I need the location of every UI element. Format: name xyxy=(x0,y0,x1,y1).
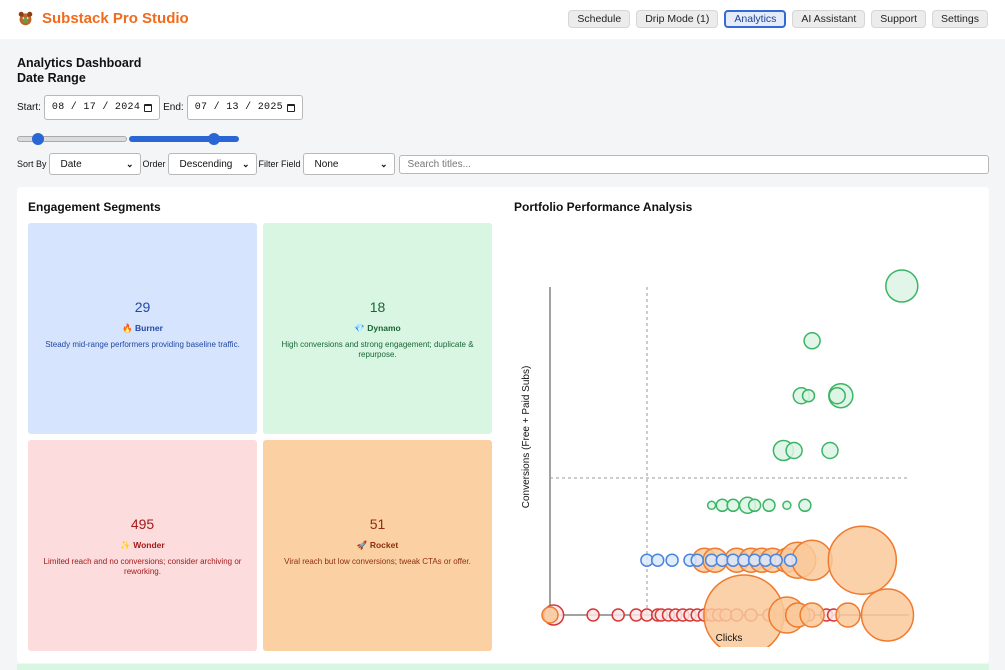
segment-name: 🚀 Rocket xyxy=(356,540,399,550)
data-point-dynamo[interactable] xyxy=(821,441,839,460)
data-point-dynamo[interactable] xyxy=(706,500,717,511)
calendar-icon[interactable] xyxy=(144,103,153,112)
end-date-input[interactable]: 07 / 13 / 2025 xyxy=(186,95,303,120)
rocket-icon: 🚀 xyxy=(356,540,368,550)
data-point-wonder[interactable] xyxy=(611,608,625,622)
slider-track-left[interactable] xyxy=(17,136,127,142)
order-value: Descending xyxy=(179,158,233,170)
mascot-icon xyxy=(18,11,33,26)
data-point-rocket[interactable] xyxy=(827,525,898,595)
chart-title: Portfolio Performance Analysis xyxy=(514,200,693,214)
data-point-dynamo[interactable] xyxy=(782,500,792,511)
data-point-rocket[interactable] xyxy=(541,606,559,624)
data-point-rocket[interactable] xyxy=(799,602,825,628)
data-point-wonder[interactable] xyxy=(586,608,600,622)
data-point-burner[interactable] xyxy=(769,553,783,567)
filter-field-label: Filter Field xyxy=(258,159,301,169)
segment-count: 18 xyxy=(369,299,386,315)
data-point-dynamo[interactable] xyxy=(828,386,846,405)
calendar-icon[interactable] xyxy=(286,103,295,112)
slider-start-handle[interactable] xyxy=(32,133,44,145)
nav-button-analytics[interactable]: Analytics xyxy=(724,10,787,28)
date-range-row: Start: 08 / 17 / 2024 End: 07 / 13 / 202… xyxy=(17,95,303,120)
top-bar: Substack Pro Studio Schedule Drip Mode (1… xyxy=(0,0,1005,39)
data-point-burner[interactable] xyxy=(783,553,798,567)
segment-name: 🔥 Burner xyxy=(122,323,163,333)
data-point-burner[interactable] xyxy=(665,553,679,567)
date-range-slider[interactable] xyxy=(17,133,241,145)
nav-button-schedule[interactable]: Schedule xyxy=(568,10,631,28)
sort-by-label: Sort By xyxy=(17,159,47,169)
search-input[interactable]: Search titles... xyxy=(398,154,989,174)
y-axis-label: Conversions (Free + Paid Subs) xyxy=(521,366,532,509)
end-date-value: 07 / 13 / 2025 xyxy=(194,102,283,113)
chevron-down-icon: ⌄ xyxy=(241,158,250,169)
data-point-rocket[interactable] xyxy=(791,539,833,581)
app-name: Substack Pro Studio xyxy=(42,10,189,27)
sort-by-value: Date xyxy=(60,158,82,170)
page-title: Analytics Dashboard xyxy=(17,56,142,70)
segment-description: Steady mid-range performers providing ba… xyxy=(45,340,240,349)
filter-bar: Sort By Date ⌄ Order Descending ⌄ Filter… xyxy=(17,153,989,175)
data-point-dynamo[interactable] xyxy=(803,332,821,350)
analytics-panel: Engagement Segments 29 🔥 Burner Steady m… xyxy=(17,187,989,663)
segment-count: 51 xyxy=(369,516,386,532)
nav-button-drip-mode-1[interactable]: Drip Mode (1) xyxy=(636,10,719,28)
main-nav: Schedule Drip Mode (1) Analytics AI Assista… xyxy=(568,10,988,28)
data-point-dynamo[interactable] xyxy=(798,498,812,513)
nav-button-ai-assistant[interactable]: AI Assistant xyxy=(792,10,866,28)
data-point-dynamo[interactable] xyxy=(785,441,803,460)
slider-end-handle[interactable] xyxy=(208,133,220,145)
segment-count: 495 xyxy=(130,516,155,532)
data-point-rocket[interactable] xyxy=(835,602,861,628)
fire-icon: 🔥 xyxy=(122,323,133,333)
filter-field-value: None xyxy=(314,158,339,170)
performance-scatter-chart: Clicks Conversions (Free + Paid Subs) xyxy=(521,269,919,647)
data-point-dynamo[interactable] xyxy=(762,498,776,513)
data-point-dynamo[interactable] xyxy=(726,498,740,513)
start-date-value: 08 / 17 / 2024 xyxy=(51,102,141,113)
gem-icon: 💎 xyxy=(354,323,365,333)
segment-tile-wonder[interactable]: 495 ✨ Wonder Limited reach and no conver… xyxy=(28,440,257,651)
x-axis-label: Clicks xyxy=(716,633,743,644)
next-section-edge xyxy=(17,664,989,670)
nav-button-support[interactable]: Support xyxy=(871,10,927,28)
start-label: Start: xyxy=(17,102,41,113)
segment-description: Viral reach but low conversions; tweak C… xyxy=(284,557,471,566)
filter-field-select[interactable]: None ⌄ xyxy=(302,153,395,175)
segment-description: Limited reach and no conversions; consid… xyxy=(43,557,242,576)
chevron-down-icon: ⌄ xyxy=(380,158,388,169)
segments-title: Engagement Segments xyxy=(28,200,161,214)
sparkles-icon: ✨ xyxy=(120,540,131,550)
end-label: End: xyxy=(163,102,184,113)
data-point-dynamo[interactable] xyxy=(885,269,919,303)
order-select[interactable]: Descending ⌄ xyxy=(167,153,257,175)
chevron-down-icon: ⌄ xyxy=(125,158,134,169)
segment-name: 💎 Dynamo xyxy=(354,323,401,333)
segment-tile-rocket[interactable]: 51 🚀 Rocket Viral reach but low conversi… xyxy=(263,440,492,651)
nav-button-settings[interactable]: Settings xyxy=(932,10,988,28)
start-date-input[interactable]: 08 / 17 / 2024 xyxy=(43,95,161,120)
segment-description: High conversions and strong engagement; … xyxy=(281,340,474,359)
segment-tile-dynamo[interactable]: 18 💎 Dynamo High conversions and strong … xyxy=(263,223,492,434)
data-point-dynamo[interactable] xyxy=(747,498,762,513)
data-point-rocket[interactable] xyxy=(860,588,915,642)
segment-count: 29 xyxy=(134,299,151,315)
slider-track-right[interactable] xyxy=(129,136,239,142)
brand[interactable]: Substack Pro Studio xyxy=(17,10,189,27)
data-point-burner[interactable] xyxy=(650,553,665,567)
segment-name: ✨ Wonder xyxy=(120,540,165,550)
date-range-heading: Date Range xyxy=(17,71,86,85)
data-point-dynamo[interactable] xyxy=(801,388,816,403)
order-label: Order xyxy=(142,159,166,169)
segment-tile-burner[interactable]: 29 🔥 Burner Steady mid-range performers … xyxy=(28,223,257,434)
data-point-burner[interactable] xyxy=(690,553,704,567)
sort-by-select[interactable]: Date ⌄ xyxy=(48,153,141,175)
